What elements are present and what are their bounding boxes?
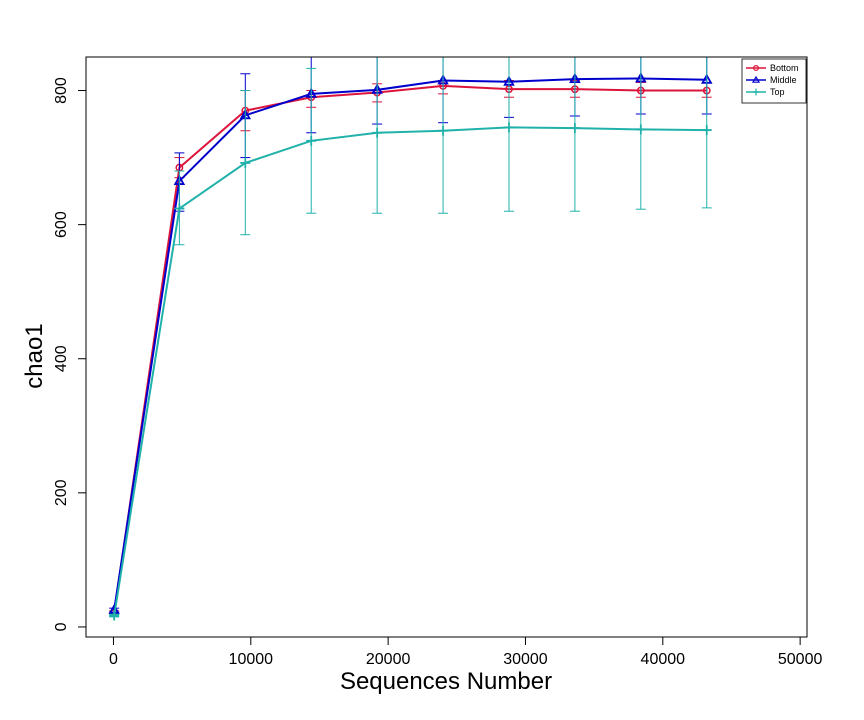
series-line [113,77,707,611]
y-tick-label: 0 [53,622,70,631]
series-line [113,84,707,613]
x-axis-title: Sequences Number [340,668,552,695]
x-tick-label: 0 [109,651,118,668]
y-tick-label: 200 [53,479,70,506]
series-line [113,126,707,616]
data-point [503,122,514,133]
y-tick-label: 400 [53,345,70,372]
data-point [240,157,251,168]
data-point [569,123,580,134]
data-point [372,127,383,138]
x-tick-label: 50000 [778,651,823,668]
legend-label: Middle [770,75,797,85]
series-top [109,57,712,621]
x-tick-label: 30000 [503,651,548,668]
data-point [701,125,712,136]
x-tick-label: 20000 [366,651,411,668]
plot-frame [85,56,808,638]
legend-box [741,58,807,104]
legend-marker [752,64,759,71]
legend: Bottom Middle Top [741,58,807,104]
x-tick-label: 40000 [641,651,686,668]
y-axis-title: chao1 [21,323,48,388]
data-point [635,124,646,135]
legend-marker [752,88,760,96]
x-tick-label: 10000 [229,651,274,668]
data-point [306,135,317,146]
data-point [174,203,185,214]
y-tick-label: 800 [53,77,70,104]
y-tick-label: 600 [53,211,70,238]
data-point [109,610,120,621]
data-point [438,125,449,136]
legend-label: Bottom [770,63,799,73]
legend-marker [751,75,761,83]
series-layer [108,57,713,621]
legend-label: Top [770,87,785,97]
